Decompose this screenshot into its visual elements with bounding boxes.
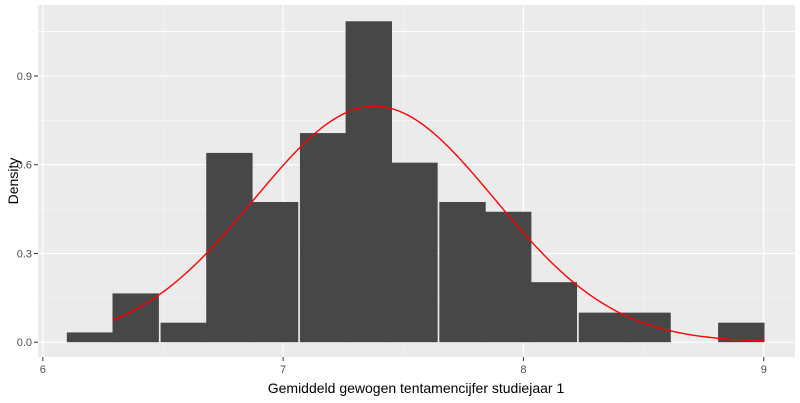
x-tick-label: 7 — [280, 364, 286, 376]
x-tick-label: 6 — [40, 364, 46, 376]
y-tick-label: 0.3 — [17, 248, 32, 260]
y-tick-label: 0.6 — [17, 160, 32, 172]
x-tick-label: 9 — [761, 364, 767, 376]
x-axis-ticks: 6 7 8 9 — [40, 357, 767, 376]
x-tick-label: 8 — [520, 364, 526, 376]
y-axis-title: Density — [5, 158, 21, 205]
histogram-bar — [530, 282, 578, 343]
histogram-bar — [484, 211, 532, 343]
histogram-bar — [439, 202, 486, 343]
histogram-bar — [206, 152, 253, 343]
normal-density-curve — [112, 105, 764, 342]
histogram-bar — [112, 293, 159, 343]
histogram-bar — [299, 133, 347, 343]
histogram-bar — [718, 322, 765, 343]
y-axis-ticks: 0.0 0.3 0.6 0.9 — [17, 71, 38, 349]
histogram-bar — [345, 21, 392, 343]
histogram-bar — [391, 162, 438, 343]
histogram-bar — [624, 312, 671, 343]
y-tick-label: 0.0 — [17, 337, 32, 349]
histogram-bars — [66, 21, 765, 343]
histogram-bar — [251, 202, 299, 343]
histogram-bar — [66, 332, 114, 343]
y-tick-label: 0.9 — [17, 71, 32, 83]
x-axis-title: Gemiddeld gewogen tentamencijfer studiej… — [268, 380, 565, 396]
histogram-bar — [160, 322, 207, 343]
histogram-bar — [578, 312, 626, 343]
